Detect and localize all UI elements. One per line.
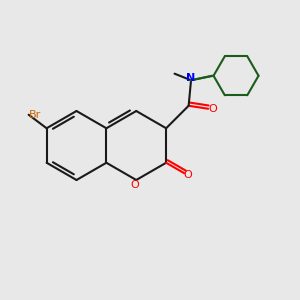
Text: O: O [130, 179, 139, 190]
Text: O: O [208, 104, 217, 114]
Text: Br: Br [29, 110, 41, 120]
Text: N: N [186, 73, 196, 83]
Text: O: O [184, 170, 192, 180]
